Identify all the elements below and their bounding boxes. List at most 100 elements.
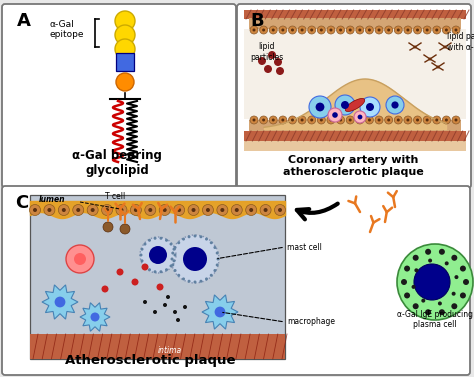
Circle shape: [309, 96, 331, 118]
Circle shape: [282, 29, 284, 32]
Circle shape: [272, 118, 275, 121]
Circle shape: [358, 118, 361, 121]
Circle shape: [262, 118, 265, 121]
Circle shape: [354, 111, 366, 123]
Circle shape: [365, 26, 374, 34]
Circle shape: [29, 204, 40, 216]
Bar: [244, 139, 466, 151]
Circle shape: [445, 29, 448, 32]
Circle shape: [153, 310, 157, 314]
Circle shape: [249, 208, 253, 212]
Circle shape: [337, 116, 345, 124]
Text: α-Gal bearing
glycolipid: α-Gal bearing glycolipid: [72, 149, 162, 177]
Text: C: C: [15, 194, 28, 212]
Circle shape: [91, 313, 100, 322]
Circle shape: [260, 116, 268, 124]
Circle shape: [103, 222, 113, 232]
Circle shape: [116, 204, 127, 216]
Circle shape: [159, 237, 163, 240]
Text: α-Gal
epitope: α-Gal epitope: [50, 20, 84, 40]
Circle shape: [183, 247, 207, 271]
Circle shape: [341, 101, 349, 109]
Circle shape: [463, 279, 469, 285]
Circle shape: [115, 11, 135, 31]
Circle shape: [442, 26, 450, 34]
Circle shape: [44, 204, 55, 216]
Circle shape: [173, 269, 177, 272]
Circle shape: [346, 26, 354, 34]
Text: Coronary artery with
atherosclerotic plaque: Coronary artery with atherosclerotic pla…: [283, 155, 423, 177]
Circle shape: [33, 208, 37, 212]
Circle shape: [171, 257, 173, 261]
Circle shape: [148, 268, 151, 271]
Circle shape: [163, 208, 167, 212]
Circle shape: [278, 208, 282, 212]
Text: intima: intima: [158, 346, 182, 355]
Circle shape: [260, 204, 271, 216]
Circle shape: [349, 29, 352, 32]
Circle shape: [438, 302, 442, 305]
Circle shape: [289, 116, 296, 124]
Circle shape: [200, 280, 202, 283]
Circle shape: [235, 208, 239, 212]
Circle shape: [360, 97, 380, 117]
Circle shape: [154, 237, 156, 240]
Circle shape: [148, 239, 151, 242]
Circle shape: [423, 116, 431, 124]
Circle shape: [428, 259, 432, 262]
Circle shape: [182, 238, 185, 241]
Circle shape: [433, 26, 441, 34]
Polygon shape: [42, 285, 78, 319]
Circle shape: [452, 292, 456, 296]
Bar: [249, 120, 461, 131]
Circle shape: [445, 261, 449, 265]
Circle shape: [455, 275, 458, 279]
Circle shape: [264, 208, 268, 212]
Circle shape: [460, 293, 466, 299]
Text: B: B: [250, 12, 264, 30]
Circle shape: [163, 303, 167, 307]
Circle shape: [74, 253, 86, 265]
Circle shape: [253, 118, 255, 121]
Circle shape: [320, 118, 323, 121]
Circle shape: [173, 246, 177, 249]
Circle shape: [386, 96, 404, 114]
Circle shape: [387, 29, 390, 32]
Circle shape: [165, 268, 168, 271]
Text: T cell: T cell: [105, 192, 125, 201]
Bar: [249, 18, 461, 29]
Circle shape: [433, 116, 441, 124]
Circle shape: [435, 29, 438, 32]
Circle shape: [289, 26, 296, 34]
Circle shape: [423, 26, 431, 34]
Circle shape: [188, 204, 199, 216]
Circle shape: [375, 26, 383, 34]
Circle shape: [327, 26, 335, 34]
Circle shape: [142, 264, 148, 271]
Circle shape: [215, 307, 226, 317]
Circle shape: [220, 208, 224, 212]
Circle shape: [368, 29, 371, 32]
Circle shape: [191, 208, 196, 212]
Circle shape: [413, 303, 419, 309]
Circle shape: [105, 208, 109, 212]
Circle shape: [183, 305, 187, 309]
Circle shape: [171, 235, 219, 283]
Circle shape: [148, 208, 152, 212]
Circle shape: [414, 264, 450, 300]
Circle shape: [317, 26, 325, 34]
Circle shape: [404, 26, 412, 34]
Circle shape: [406, 29, 410, 32]
FancyBboxPatch shape: [2, 4, 236, 188]
FancyBboxPatch shape: [237, 4, 471, 188]
Circle shape: [140, 237, 176, 273]
Circle shape: [101, 285, 109, 293]
Circle shape: [202, 204, 213, 216]
Circle shape: [406, 118, 410, 121]
Circle shape: [327, 116, 335, 124]
Circle shape: [140, 259, 144, 262]
Circle shape: [176, 318, 180, 322]
Text: A: A: [17, 12, 31, 30]
Circle shape: [213, 246, 217, 249]
Circle shape: [177, 208, 181, 212]
